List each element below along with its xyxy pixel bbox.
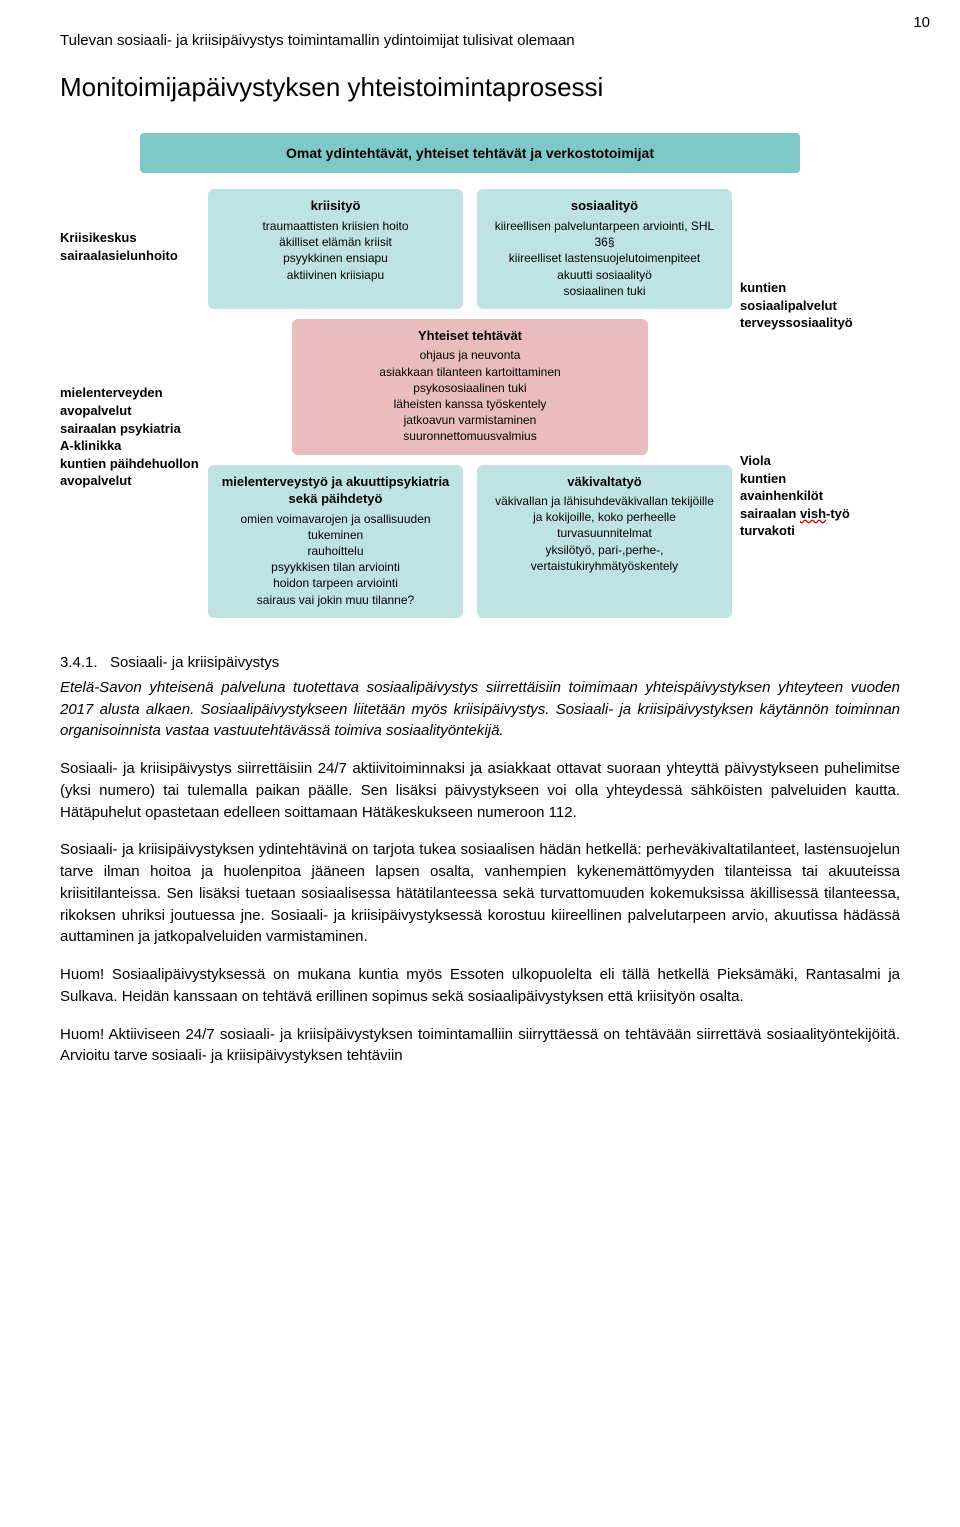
label-line: Viola bbox=[740, 452, 880, 470]
box-line: äkilliset elämän kriisit bbox=[220, 234, 451, 250]
left-label-bottom: mielenterveyden avopalvelut sairaalan ps… bbox=[60, 384, 200, 489]
paragraph-5: Huom! Aktiiviseen 24/7 sosiaali- ja krii… bbox=[60, 1024, 900, 1068]
box-line: akuutti sosiaalityö bbox=[489, 267, 720, 283]
box-line: psyykkinen ensiapu bbox=[220, 250, 451, 266]
box-line: traumaattisten kriisien hoito bbox=[220, 218, 451, 234]
right-label-bottom: Viola kuntien avainhenkilöt sairaalan vi… bbox=[740, 452, 880, 540]
label-line: kuntien bbox=[740, 470, 880, 488]
left-label-top: Kriisikeskus sairaalasielunhoito bbox=[60, 229, 200, 264]
box-line: kiireelliset lastensuojelutoimenpiteet bbox=[489, 250, 720, 266]
box-title: mielenterveystyö ja akuuttipsykiatria se… bbox=[220, 473, 451, 508]
box-yhteiset: Yhteiset tehtävät ohjaus ja neuvonta asi… bbox=[292, 319, 648, 455]
box-kriisityo: kriisityö traumaattisten kriisien hoito … bbox=[208, 189, 463, 308]
box-mielenterveys: mielenterveystyö ja akuuttipsykiatria se… bbox=[208, 465, 463, 618]
diagram-header-bar: Omat ydintehtävät, yhteiset tehtävät ja … bbox=[140, 133, 800, 173]
label-line: turvakoti bbox=[740, 522, 880, 540]
section-heading: 3.4.1. Sosiaali- ja kriisipäivystys bbox=[60, 652, 900, 673]
box-line: jatkoavun varmistaminen bbox=[304, 412, 636, 428]
label-line: sairaalan vish-työ bbox=[740, 505, 880, 523]
label-line: avopalvelut bbox=[60, 472, 200, 490]
box-title: Yhteiset tehtävät bbox=[304, 327, 636, 345]
bottom-row: mielenterveystyö ja akuuttipsykiatria se… bbox=[208, 465, 732, 618]
main-title: Monitoimijapäivystyksen yhteistoimintapr… bbox=[60, 69, 900, 105]
box-line: läheisten kanssa työskentely bbox=[304, 396, 636, 412]
paragraph-4: Huom! Sosiaalipäivystyksessä on mukana k… bbox=[60, 964, 900, 1008]
box-line: rauhoittelu bbox=[220, 543, 451, 559]
box-line: turvasuunnitelmat bbox=[489, 525, 720, 541]
top-row: kriisityö traumaattisten kriisien hoito … bbox=[208, 189, 732, 308]
label-line: avainhenkilöt bbox=[740, 487, 880, 505]
box-line: ohjaus ja neuvonta bbox=[304, 347, 636, 363]
left-side-labels: Kriisikeskus sairaalasielunhoito mielent… bbox=[60, 189, 200, 489]
paragraph-2: Sosiaali- ja kriisipäivystys siirrettäis… bbox=[60, 758, 900, 823]
box-line: väkivallan ja lähisuhdeväkivallan tekijö… bbox=[489, 493, 720, 525]
page-number: 10 bbox=[913, 12, 930, 33]
label-line: terveyssosiaalityö bbox=[740, 314, 880, 332]
box-line: hoidon tarpeen arviointi bbox=[220, 575, 451, 591]
box-sosiaalityo: sosiaalityö kiireellisen palveluntarpeen… bbox=[477, 189, 732, 308]
box-line: sosiaalinen tuki bbox=[489, 283, 720, 299]
label-line: sairaalasielunhoito bbox=[60, 247, 200, 265]
intro-line: Tulevan sosiaali- ja kriisipäivystys toi… bbox=[60, 30, 900, 51]
label-line: avopalvelut bbox=[60, 402, 200, 420]
right-label-top: kuntien sosiaalipalvelut terveyssosiaali… bbox=[740, 229, 880, 332]
box-line: omien voimavarojen ja osallisuuden tukem… bbox=[220, 511, 451, 543]
box-line: psykososiaalinen tuki bbox=[304, 380, 636, 396]
box-vakivalta: väkivaltatyö väkivallan ja lähisuhdeväki… bbox=[477, 465, 732, 618]
box-line: psyykkisen tilan arviointi bbox=[220, 559, 451, 575]
page: 10 Tulevan sosiaali- ja kriisipäivystys … bbox=[0, 0, 960, 1123]
box-title: sosiaalityö bbox=[489, 197, 720, 215]
label-line: mielenterveyden bbox=[60, 384, 200, 402]
box-title: väkivaltatyö bbox=[489, 473, 720, 491]
label-line: A-klinikka bbox=[60, 437, 200, 455]
diagram-grid: Kriisikeskus sairaalasielunhoito mielent… bbox=[60, 189, 880, 627]
center-column: kriisityö traumaattisten kriisien hoito … bbox=[208, 189, 732, 627]
box-title: kriisityö bbox=[220, 197, 451, 215]
section-subheading: Etelä-Savon yhteisenä palveluna tuotetta… bbox=[60, 677, 900, 742]
process-diagram: Omat ydintehtävät, yhteiset tehtävät ja … bbox=[60, 133, 880, 627]
underline-word: vish bbox=[800, 506, 826, 521]
section-number: 3.4.1. bbox=[60, 654, 98, 671]
section-title: Sosiaali- ja kriisipäivystys bbox=[110, 654, 279, 671]
label-line: kuntien päihdehuollon bbox=[60, 455, 200, 473]
box-line: yksilötyö, pari-,perhe-, vertaistukiryhm… bbox=[489, 542, 720, 574]
box-line: kiireellisen palveluntarpeen arviointi, … bbox=[489, 218, 720, 250]
paragraph-3: Sosiaali- ja kriisipäivystyksen ydinteht… bbox=[60, 839, 900, 948]
label-line: kuntien bbox=[740, 279, 880, 297]
label-line: sosiaalipalvelut bbox=[740, 297, 880, 315]
label-line: Kriisikeskus bbox=[60, 229, 200, 247]
box-line: asiakkaan tilanteen kartoittaminen bbox=[304, 364, 636, 380]
right-side-labels: kuntien sosiaalipalvelut terveyssosiaali… bbox=[740, 189, 880, 539]
box-line: suuronnettomuusvalmius bbox=[304, 428, 636, 444]
label-line: sairaalan psykiatria bbox=[60, 420, 200, 438]
box-line: sairaus vai jokin muu tilanne? bbox=[220, 592, 451, 608]
box-line: aktiivinen kriisiapu bbox=[220, 267, 451, 283]
